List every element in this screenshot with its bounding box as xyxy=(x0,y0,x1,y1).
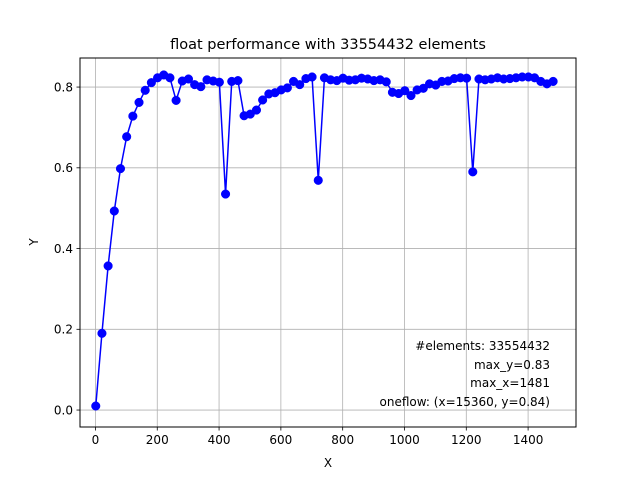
x-axis-ticks: 0 200 400 600 800 1000 1200 1400 xyxy=(92,427,544,447)
data-point xyxy=(134,97,144,107)
data-point xyxy=(258,95,268,105)
x-tick-label: 200 xyxy=(146,433,169,447)
x-tick-label: 800 xyxy=(331,433,354,447)
data-point xyxy=(295,80,305,90)
data-point xyxy=(406,90,416,101)
chart-title: float performance with 33554432 elements xyxy=(170,37,486,53)
data-point xyxy=(109,206,119,216)
annotation-box: #elements: 33554432 max_y=0.83 max_x=148… xyxy=(380,339,550,409)
data-point xyxy=(171,95,181,105)
data-point xyxy=(183,74,194,84)
data-point xyxy=(400,86,410,96)
x-tick-label: 1200 xyxy=(451,433,482,447)
x-tick-label: 400 xyxy=(208,433,231,447)
y-tick-label: 0.4 xyxy=(54,242,73,256)
data-point xyxy=(381,77,391,87)
grid-lines xyxy=(80,58,576,427)
plot-area-frame xyxy=(79,57,577,428)
data-point xyxy=(103,261,113,271)
x-axis-label: X xyxy=(324,456,332,470)
annotation-oneflow: oneflow: (x=15360, y=0.84) xyxy=(380,395,550,409)
data-point xyxy=(214,77,224,87)
data-point xyxy=(165,73,175,83)
data-point xyxy=(313,175,323,185)
data-point xyxy=(128,111,138,121)
data-point xyxy=(146,78,156,88)
data-point xyxy=(548,76,558,86)
x-tick-label: 1000 xyxy=(389,433,420,447)
data-point xyxy=(91,401,101,411)
data-point xyxy=(462,73,472,83)
y-axis-ticks: 0.0 0.2 0.4 0.6 0.8 xyxy=(54,80,80,417)
annotation-max-y: max_y=0.83 xyxy=(474,358,550,372)
data-point xyxy=(122,132,132,142)
data-point xyxy=(251,105,262,115)
x-tick-label: 1400 xyxy=(513,433,544,447)
data-point xyxy=(418,83,428,93)
y-tick-label: 0.0 xyxy=(54,403,73,417)
data-series xyxy=(91,70,558,411)
y-tick-label: 0.2 xyxy=(54,323,73,337)
x-tick-label: 0 xyxy=(92,433,100,447)
data-point xyxy=(233,76,243,86)
data-point xyxy=(221,189,231,199)
y-axis-label: Y xyxy=(27,238,41,247)
data-point xyxy=(307,72,317,82)
data-point xyxy=(282,83,292,93)
data-point xyxy=(115,164,126,174)
y-tick-label: 0.6 xyxy=(54,161,73,175)
data-point xyxy=(468,167,478,177)
annotation-elements: #elements: 33554432 xyxy=(415,339,550,353)
y-tick-label: 0.8 xyxy=(54,80,73,94)
data-point xyxy=(140,85,150,95)
data-point xyxy=(97,328,107,338)
data-point xyxy=(196,82,206,92)
x-tick-label: 600 xyxy=(269,433,292,447)
annotation-max-x: max_x=1481 xyxy=(470,376,550,390)
